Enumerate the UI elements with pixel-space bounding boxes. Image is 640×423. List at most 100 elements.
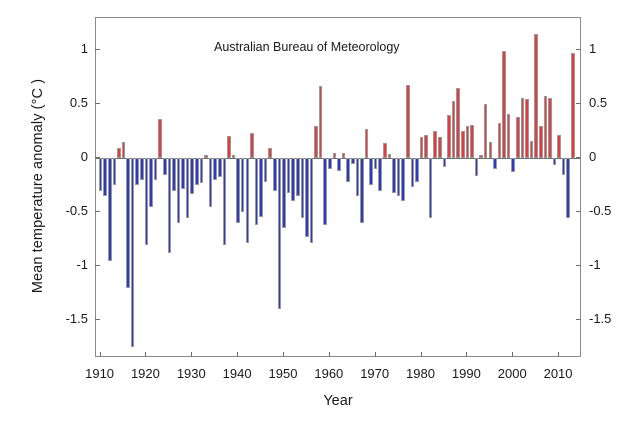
y-tick-label-right: -0.5	[589, 203, 612, 219]
y-tick-label-right: 1	[589, 41, 597, 57]
bar	[199, 158, 204, 184]
x-tick-label: 1970	[360, 366, 390, 381]
bar	[438, 136, 442, 159]
bar	[286, 158, 291, 193]
bar	[373, 158, 378, 170]
bar	[350, 158, 355, 164]
bar	[144, 158, 149, 245]
bar	[254, 158, 259, 226]
bar	[415, 158, 419, 183]
bar	[158, 119, 162, 159]
plot-area: Australian Bureau of Meteorology	[95, 17, 581, 357]
x-tick-label: 1950	[268, 366, 298, 381]
x-tick	[145, 352, 147, 357]
bar	[465, 125, 470, 159]
bar	[181, 158, 185, 189]
bar	[130, 158, 135, 348]
bar	[282, 158, 286, 229]
y-tick-label-left: -0.5	[65, 203, 88, 219]
bar	[355, 158, 360, 197]
bar	[516, 117, 520, 159]
bar	[534, 34, 538, 159]
bar	[419, 136, 424, 159]
bar	[552, 158, 557, 165]
y-tick-right	[576, 211, 581, 213]
bar	[222, 158, 227, 245]
bar	[433, 131, 438, 159]
x-tick	[282, 352, 284, 357]
bar	[149, 158, 153, 207]
y-tick-left	[95, 49, 100, 51]
bar	[483, 104, 488, 159]
bar	[305, 158, 309, 238]
x-tick	[512, 352, 514, 357]
bar	[378, 158, 383, 191]
bar	[231, 155, 236, 159]
bar	[250, 133, 254, 159]
y-tick-label-left: 0.5	[69, 95, 88, 111]
bar	[300, 158, 305, 218]
bar	[121, 142, 126, 159]
y-tick-left	[95, 319, 100, 321]
x-tick	[191, 352, 193, 357]
y-tick-left	[95, 211, 100, 213]
bar	[337, 158, 341, 172]
bar	[236, 158, 240, 224]
bar	[213, 158, 217, 180]
bar	[341, 152, 346, 159]
bar	[442, 158, 447, 167]
bar	[167, 158, 172, 254]
bar	[497, 122, 502, 159]
bar	[263, 158, 268, 183]
bar	[525, 98, 529, 159]
bar	[277, 158, 282, 310]
bar	[401, 158, 405, 202]
x-tick-label: 1910	[85, 366, 115, 381]
x-axis-label: Year	[323, 393, 353, 409]
y-tick-label-left: -1	[76, 257, 88, 273]
y-tick-left	[95, 157, 100, 159]
bar	[112, 158, 117, 186]
x-tick-label: 2000	[497, 366, 527, 381]
bar	[107, 158, 112, 261]
bar	[451, 101, 456, 159]
bar	[117, 147, 121, 159]
y-tick-right	[576, 157, 581, 159]
bar	[470, 124, 474, 159]
bar	[493, 158, 497, 170]
bar	[479, 155, 483, 159]
bar	[364, 129, 369, 159]
bar	[240, 158, 245, 213]
bar	[538, 125, 543, 159]
bar	[561, 158, 566, 175]
bar	[428, 158, 433, 218]
bar	[126, 158, 130, 288]
bar	[98, 158, 103, 191]
bar	[259, 158, 263, 217]
bar	[488, 142, 493, 159]
y-tick-label-left: 1	[80, 41, 88, 57]
x-tick-label: 1990	[451, 366, 481, 381]
bar	[456, 88, 460, 159]
bar	[387, 154, 392, 159]
bar	[392, 158, 396, 193]
bar	[295, 158, 300, 197]
y-tick-right	[576, 49, 581, 51]
x-tick	[558, 352, 560, 357]
y-tick-label-right: -1.5	[589, 311, 612, 327]
x-tick-label: 1980	[406, 366, 435, 381]
bar	[410, 158, 415, 188]
bar	[204, 155, 208, 159]
y-tick-right	[576, 319, 581, 321]
bar	[557, 134, 561, 159]
bar	[447, 115, 451, 159]
bar	[369, 158, 373, 186]
x-tick	[99, 352, 101, 357]
bar	[396, 158, 401, 197]
bar	[318, 86, 323, 159]
bar	[314, 125, 318, 159]
bar	[190, 158, 195, 194]
bar	[520, 97, 525, 159]
x-tick-label: 1920	[130, 366, 160, 381]
